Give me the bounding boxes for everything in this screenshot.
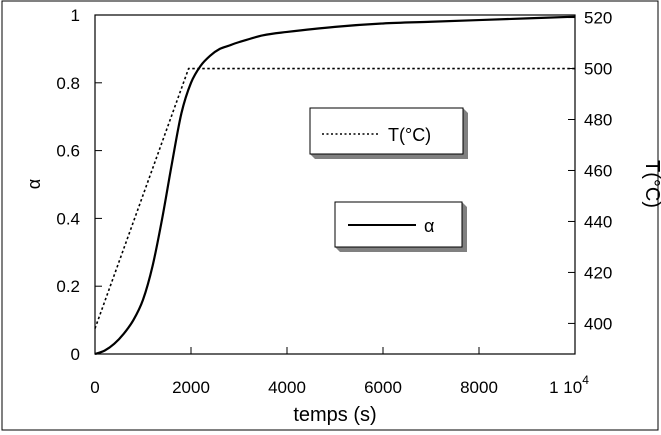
- x-tick-label: 0: [90, 378, 99, 397]
- left-tick-label: 0: [71, 345, 80, 364]
- legend-label-temperature: T(°C): [388, 125, 431, 145]
- left-tick-label: 0.6: [56, 142, 80, 161]
- x-tick-label: 8000: [460, 378, 498, 397]
- right-tick-label: 460: [584, 161, 612, 180]
- plot-frame: [94, 14, 576, 355]
- x-tick-label: 2000: [172, 378, 210, 397]
- x-axis-label: temps (s): [293, 404, 376, 426]
- right-tick-label: 420: [584, 263, 612, 282]
- series-alpha-line: [94, 15, 576, 356]
- left-tick-label: 1: [71, 6, 80, 25]
- series-temperature-line: [94, 67, 575, 329]
- legend-label-alpha: α: [424, 216, 434, 236]
- right-tick-label: 400: [584, 314, 612, 333]
- right-axis-ticks: 400 420 440 460 480 500 520: [568, 9, 612, 333]
- left-axis-ticks: 0 0.2 0.4 0.6 0.8 1: [56, 6, 102, 364]
- series-group: [94, 15, 576, 356]
- x-tick-label: 4000: [268, 378, 306, 397]
- legend-box-alpha: α: [334, 201, 467, 252]
- left-axis-label: α: [24, 179, 44, 189]
- legend-box-temperature: T(°C): [309, 107, 468, 159]
- right-axis-label: T(°C): [641, 160, 661, 208]
- left-tick-label: 0.4: [56, 209, 80, 228]
- x-tick-exponent: 4: [582, 373, 589, 387]
- x-tick-label: 6000: [364, 378, 402, 397]
- x-axis-ticks: 0 2000 4000 6000 8000 1 104: [90, 347, 589, 397]
- right-tick-label: 520: [584, 9, 612, 28]
- right-tick-label: 480: [584, 111, 612, 130]
- right-tick-label: 440: [584, 212, 612, 231]
- x-tick-label: 1 104: [549, 373, 589, 397]
- legend-frame-temperature: [309, 107, 464, 155]
- left-tick-label: 0.2: [56, 277, 80, 296]
- right-tick-label: 500: [584, 60, 612, 79]
- left-tick-label: 0.8: [56, 74, 80, 93]
